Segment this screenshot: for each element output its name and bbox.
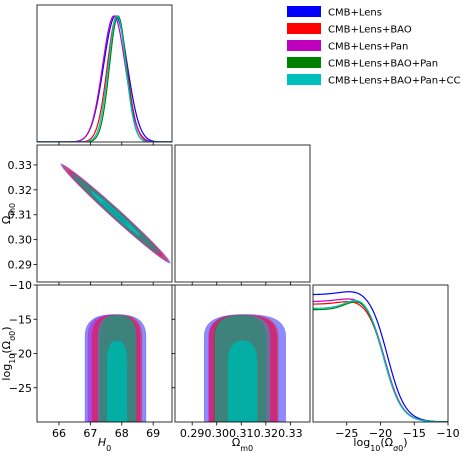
contour-68-CMB+Lens+BAO+Pan+CC — [106, 340, 128, 422]
x-tick-label-Om0: 0.32 — [254, 427, 279, 440]
panel-2d-Om0-log10Os0 — [203, 314, 286, 422]
legend-label: CMB+Lens+BAO+Pan — [328, 59, 438, 70]
posterior-curve-H0 — [37, 15, 172, 142]
legend-swatch — [287, 6, 321, 17]
x-tick-label-H0: 67 — [83, 427, 97, 440]
x-tick-label-log10Os0: −25 — [335, 427, 358, 440]
panel-frame — [36, 144, 173, 283]
y-tick-label-log10Os0: −10 — [9, 279, 32, 292]
legend-label: CMB+Lens+Pan — [328, 42, 408, 53]
x-tick-label-H0: 68 — [115, 427, 129, 440]
panel-frame — [312, 284, 449, 423]
legend-swatch — [287, 23, 321, 34]
posterior-curve-log10Os0 — [313, 301, 448, 422]
legend: CMB+Lens CMB+Lens+BAO CMB+Lens+Pan CMB+Lens… — [287, 6, 461, 87]
x-tick-label-H0: 66 — [52, 427, 66, 440]
y-tick-label-log10Os0: −15 — [9, 313, 32, 326]
legend-swatch — [287, 74, 321, 85]
y-tick-label-Om0: 0.33 — [8, 159, 33, 172]
x-tick-label-log10Os0: −10 — [436, 427, 459, 440]
y-tick-label-log10Os0: −25 — [9, 382, 32, 395]
legend-swatch — [287, 57, 321, 68]
y-tick-label-Om0: 0.30 — [8, 234, 33, 247]
x-tick-label-log10Os0: −20 — [369, 427, 392, 440]
x-tick-label-Om0: 0.33 — [278, 427, 303, 440]
x-axis-label-H0: H0 — [98, 436, 111, 453]
y-tick-label-Om0: 0.29 — [8, 259, 33, 272]
posterior-curve-H0 — [37, 15, 172, 142]
panel-frame — [36, 4, 173, 143]
posterior-curve-H0 — [37, 15, 172, 142]
panel-2d-H0-log10Os0 — [84, 314, 147, 422]
contour-68-CMB+Lens+BAO+Pan+CC — [227, 340, 258, 422]
posterior-curve-log10Os0 — [313, 299, 448, 422]
x-tick-label-Om0: 0.30 — [204, 427, 229, 440]
panel-1d-log10Os0 — [313, 291, 448, 422]
legend-swatch — [287, 40, 321, 51]
x-tick-label-H0: 69 — [146, 427, 160, 440]
legend-label: CMB+Lens+BAO — [328, 25, 412, 36]
panel-frame — [174, 144, 311, 283]
y-axis-label-log10Os0: log10(Ωσ0) — [0, 326, 17, 380]
x-tick-label-Om0: 0.29 — [180, 427, 205, 440]
x-axis-label-Om0: Ωm0 — [232, 436, 253, 453]
y-tick-label-log10Os0: −20 — [9, 348, 32, 361]
panel-2d-H0-Om0 — [60, 163, 171, 264]
x-tick-label-log10Os0: −15 — [403, 427, 426, 440]
y-axis-label-Om0: Ωm0 — [0, 203, 17, 224]
y-tick-label-Om0: 0.32 — [8, 184, 33, 197]
legend-label: CMB+Lens+BAO+Pan+CC — [328, 76, 461, 87]
posterior-curve-log10Os0 — [313, 291, 448, 422]
y-tick-label-Om0: 0.31 — [8, 209, 33, 222]
posterior-curve-log10Os0 — [313, 301, 448, 422]
posterior-curve-H0 — [37, 15, 172, 142]
legend-label: CMB+Lens — [328, 8, 382, 19]
posterior-curve-H0 — [37, 15, 172, 142]
posterior-curve-log10Os0 — [313, 298, 448, 422]
x-tick-label-Om0: 0.31 — [229, 427, 254, 440]
panel-1d-H0 — [37, 15, 172, 142]
x-axis-label-log10Os0: log10(Ωσ0) — [353, 436, 407, 453]
contour-core-CMB+Lens+BAO+Pan+CC — [101, 201, 130, 226]
